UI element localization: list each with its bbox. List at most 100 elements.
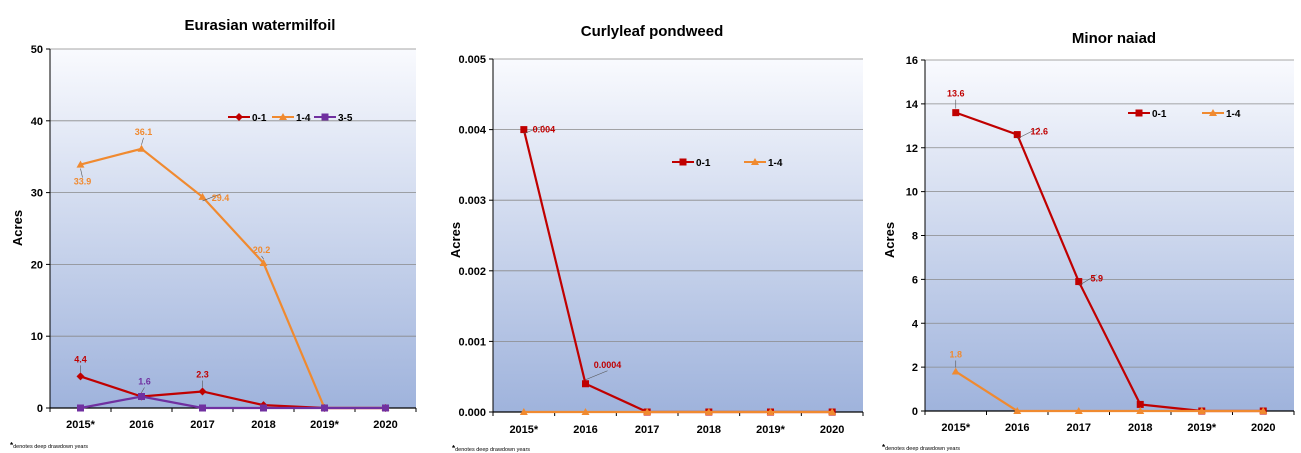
y-tick-label: 8 — [912, 231, 918, 243]
data-label: 4.4 — [74, 354, 87, 364]
footnote: *denotes deep drawdown years — [452, 444, 530, 453]
y-tick-label: 20 — [31, 259, 43, 271]
y-tick-label: 0.004 — [458, 125, 486, 137]
chart-panel-eurasian-watermilfoil: Eurasian watermilfoil Acres 0 10 20 30 40 50 201… — [0, 0, 430, 453]
data-point — [260, 404, 267, 412]
data-point — [643, 408, 652, 415]
chart-title: Eurasian watermilfoil — [185, 17, 336, 34]
legend-label: 0-1 — [252, 113, 267, 124]
y-tick-label: 50 — [31, 44, 43, 56]
y-tick-label: 0.003 — [458, 195, 486, 207]
x-tick-label: 2019* — [1187, 422, 1216, 434]
legend-label: 3-5 — [338, 113, 353, 124]
x-tick-label: 2019* — [756, 424, 785, 436]
data-point — [766, 408, 775, 415]
data-point — [382, 404, 389, 412]
footnote-star: * — [882, 443, 886, 452]
data-point — [581, 408, 590, 415]
data-label: 20.2 — [253, 245, 271, 255]
data-point — [76, 160, 85, 168]
legend-marker — [1135, 109, 1143, 117]
series-1-4: 1.8 — [949, 350, 1268, 414]
y-tick-label: 0 — [37, 403, 43, 415]
label-leader — [1078, 274, 1097, 286]
data-point — [1136, 407, 1145, 414]
data-label: 12.6 — [1030, 127, 1048, 137]
y-tick-label: 10 — [906, 187, 918, 199]
x-tick-label: 2018 — [697, 424, 721, 436]
data-point — [519, 408, 528, 415]
y-tick-label: 0.001 — [458, 336, 486, 348]
data-point — [259, 258, 268, 266]
series-line — [955, 370, 1264, 413]
data-point — [520, 126, 528, 134]
y-tick-label: 0 — [912, 406, 918, 418]
legend-marker — [679, 158, 687, 166]
label-leader — [523, 125, 544, 134]
data-point — [1075, 278, 1083, 286]
x-tick-label: 2016 — [129, 419, 153, 431]
x-tick-label: 2017 — [635, 424, 659, 436]
legend-label: 1-4 — [296, 113, 311, 124]
x-tick-label: 2017 — [190, 419, 214, 431]
series-line — [80, 395, 386, 410]
plot-area — [493, 59, 863, 412]
y-tick-label: 14 — [906, 99, 919, 111]
y-tick-label: 4 — [912, 318, 919, 330]
x-tick-label: 2016 — [1005, 422, 1029, 434]
x-tick-label: 2019* — [310, 419, 339, 431]
legend-marker — [321, 113, 329, 121]
chart-title: Minor naiad — [1072, 30, 1156, 47]
legend: 0-1 1-4 — [1128, 109, 1241, 120]
data-point — [952, 109, 960, 117]
label-leader — [141, 137, 144, 145]
label-leader — [202, 193, 221, 202]
data-point — [704, 408, 713, 415]
data-label: 36.1 — [135, 127, 153, 137]
y-tick-label: 6 — [912, 274, 918, 286]
data-label: 13.6 — [947, 89, 965, 99]
legend-marker — [279, 113, 287, 120]
legend: 0-1 1-4 — [672, 158, 783, 169]
y-axis-label: Acres — [882, 222, 897, 258]
data-point — [951, 367, 960, 375]
x-tick-label: 2016 — [573, 424, 597, 436]
data-point — [1136, 400, 1144, 408]
y-tick-label: 12 — [906, 143, 918, 155]
data-point — [321, 404, 328, 412]
legend-marker — [1209, 109, 1217, 116]
data-point — [1013, 131, 1021, 139]
x-tick-label: 2020 — [373, 419, 397, 431]
x-tick-label: 2020 — [820, 424, 844, 436]
y-tick-label: 40 — [31, 116, 43, 128]
footnote: *denotes deep drawdown years — [882, 443, 960, 452]
data-label: 33.9 — [74, 177, 92, 187]
legend-marker — [235, 113, 243, 121]
legend-label: 0-1 — [696, 158, 711, 169]
legend: 0-1 1-4 3-5 — [228, 113, 353, 124]
data-label: 1.6 — [138, 377, 151, 387]
y-tick-label: 10 — [31, 331, 43, 343]
data-point — [828, 408, 837, 415]
data-point — [138, 393, 145, 401]
y-axis-label: Acres — [448, 222, 463, 258]
footnote-star: * — [10, 441, 14, 450]
y-tick-label: 0.002 — [458, 266, 486, 278]
label-leader — [80, 168, 83, 178]
legend-label: 1-4 — [1226, 109, 1241, 120]
x-tick-label: 2015* — [509, 424, 538, 436]
chart-title: Curlyleaf pondweed — [581, 23, 724, 40]
data-point — [76, 372, 85, 381]
data-point — [137, 144, 146, 152]
label-leader — [141, 387, 145, 393]
footnote-text: denotes deep drawdown years — [455, 447, 531, 453]
chart-minor-naiad: Minor naiad Acres 0 2 4 6 8 10 12 14 16 2015* 2016 20… — [882, 30, 1295, 434]
footnote-text: denotes deep drawdown years — [885, 446, 961, 452]
data-label: 29.4 — [212, 193, 230, 203]
chart-panel-curlyleaf-pondweed: Curlyleaf pondweed Acres 0.000 0.001 0.002 0.… — [438, 0, 870, 453]
chart-curlyleaf-pondweed: Curlyleaf pondweed Acres 0.000 0.001 0.002 0.… — [448, 23, 864, 436]
legend-marker — [751, 158, 759, 165]
data-point — [1013, 407, 1022, 414]
data-point — [198, 192, 207, 200]
y-tick-label: 16 — [906, 55, 918, 67]
